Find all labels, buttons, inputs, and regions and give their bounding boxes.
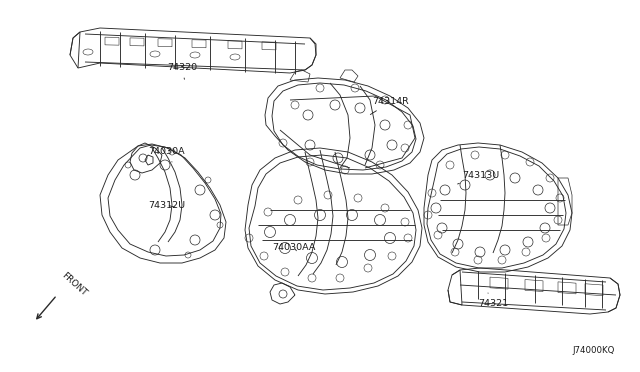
Text: 74314R: 74314R	[371, 97, 409, 115]
Text: 74320: 74320	[167, 64, 197, 79]
Text: J74000KQ: J74000KQ	[573, 346, 615, 355]
Text: 74030AA: 74030AA	[272, 243, 316, 251]
Text: 74312U: 74312U	[148, 201, 185, 209]
Text: 74321: 74321	[478, 293, 508, 308]
Text: FRONT: FRONT	[60, 271, 89, 298]
Text: 74030A: 74030A	[148, 148, 184, 162]
Text: 74313U: 74313U	[458, 170, 499, 184]
